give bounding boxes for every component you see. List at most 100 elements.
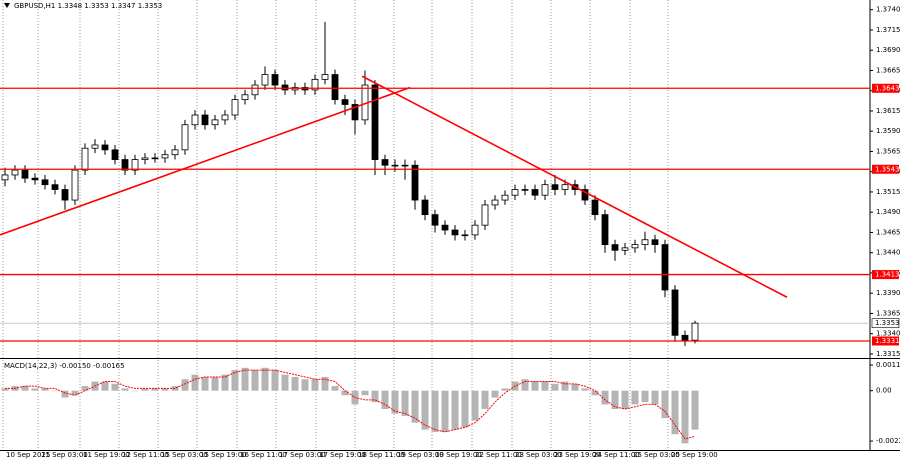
candle-body bbox=[341, 99, 349, 105]
candle-body bbox=[521, 189, 529, 191]
macd-bar bbox=[611, 390, 619, 410]
macd-bar bbox=[261, 367, 269, 391]
y-tick-label: 1.3315 bbox=[876, 350, 900, 358]
macd-bar bbox=[601, 390, 609, 405]
candle-body bbox=[621, 247, 629, 251]
macd-bar bbox=[111, 383, 119, 391]
candle-body bbox=[141, 157, 149, 160]
candle-body bbox=[611, 244, 619, 251]
macd-bar bbox=[211, 376, 219, 391]
last-price-label: 1.3353 bbox=[875, 319, 900, 327]
x-tick-label: 23 Sep 19:00 bbox=[554, 451, 601, 459]
candle-body bbox=[481, 204, 489, 226]
candle-body bbox=[491, 199, 499, 206]
y-tick-label: 1.3665 bbox=[876, 66, 900, 74]
candle-body bbox=[131, 159, 139, 171]
last-price-label-bg bbox=[871, 318, 900, 328]
candle-body bbox=[401, 164, 409, 167]
candle-body bbox=[471, 224, 479, 236]
macd-bar bbox=[471, 390, 479, 421]
candle-body bbox=[511, 189, 519, 196]
candle-body bbox=[351, 104, 359, 121]
y-tick-label: 1.3690 bbox=[876, 46, 900, 54]
x-tick-label: 11 Sep 03:00 bbox=[41, 451, 88, 459]
candle-body bbox=[101, 144, 109, 151]
x-tick-label: 22 Sep 11:00 bbox=[475, 451, 522, 459]
macd-bar bbox=[291, 376, 299, 391]
macd-bar bbox=[131, 390, 139, 392]
macd-bar bbox=[181, 379, 189, 391]
x-tick-label: 18 Sep 11:00 bbox=[358, 451, 405, 459]
candle-body bbox=[91, 144, 99, 149]
level-label-bg bbox=[872, 164, 899, 174]
macd-bar bbox=[531, 381, 539, 391]
candle-body bbox=[601, 214, 609, 246]
macd-bar bbox=[481, 390, 489, 410]
x-tick-label: 17 Sep 03:00 bbox=[279, 451, 326, 459]
candle-body bbox=[171, 149, 179, 156]
x-tick-label: 15 Sep 19:00 bbox=[200, 451, 247, 459]
candle-body bbox=[261, 74, 269, 86]
candle-body bbox=[71, 169, 79, 201]
y-tick-label: 1.3565 bbox=[876, 147, 900, 155]
macd-bar bbox=[81, 386, 89, 391]
y-tick-label: 1.3715 bbox=[876, 26, 900, 34]
macd-bar bbox=[451, 390, 459, 430]
signal-line bbox=[5, 369, 696, 440]
level-label: 1.3331 bbox=[875, 337, 900, 345]
y-tick-label: 1.3465 bbox=[876, 228, 900, 236]
macd-bar bbox=[241, 367, 249, 391]
x-tick-label: 12 Sep 11:00 bbox=[122, 451, 169, 459]
y-tick-label: 1.3365 bbox=[876, 309, 900, 317]
x-tick-label: 19 Sep 19:00 bbox=[435, 451, 482, 459]
macd-bar bbox=[431, 390, 439, 432]
candle-body bbox=[631, 244, 639, 249]
y-tick-label: 1.3740 bbox=[876, 6, 900, 14]
macd-bar bbox=[61, 390, 69, 398]
candle-body bbox=[241, 94, 249, 101]
macd-bar bbox=[591, 390, 599, 396]
y-tick-label: 1.3340 bbox=[876, 330, 900, 338]
macd-bar bbox=[151, 388, 159, 391]
macd-bar bbox=[381, 390, 389, 410]
x-tick-label: 25 Sep 03:00 bbox=[633, 451, 680, 459]
macd-bar bbox=[271, 370, 279, 391]
macd-bar bbox=[461, 390, 469, 428]
candle-body bbox=[191, 114, 199, 126]
candle-body bbox=[151, 157, 159, 160]
candle-body bbox=[11, 169, 19, 176]
candle-body bbox=[501, 194, 509, 201]
y-tick-label: 0.00112 bbox=[876, 361, 900, 369]
x-tick-label: 19 Sep 03:00 bbox=[397, 451, 444, 459]
candle-body bbox=[61, 189, 69, 201]
candle-body bbox=[641, 239, 649, 246]
candle-body bbox=[561, 184, 569, 190]
macd-bar bbox=[1, 388, 9, 391]
macd-bar bbox=[191, 374, 199, 391]
chart-title: GBPUSD,H1 1.3348 1.3353 1.3347 1.3353 bbox=[14, 2, 162, 10]
macd-bar bbox=[281, 374, 289, 391]
trend-line bbox=[0, 86, 411, 236]
y-tick-label: 1.3515 bbox=[876, 188, 900, 196]
candle-body bbox=[441, 224, 449, 231]
candle-body bbox=[311, 78, 319, 91]
candle-body bbox=[161, 154, 169, 159]
candle-body bbox=[581, 189, 589, 201]
candle-body bbox=[31, 177, 39, 181]
candle-body bbox=[251, 84, 259, 96]
macd-bar bbox=[681, 390, 689, 444]
y-tick-label: 0.00 bbox=[876, 387, 892, 395]
candle-body bbox=[281, 84, 289, 91]
candle-body bbox=[391, 164, 399, 167]
macd-bar bbox=[201, 376, 209, 391]
y-tick-label: 1.3490 bbox=[876, 208, 900, 216]
macd-bar bbox=[631, 390, 639, 405]
macd-bar bbox=[121, 388, 129, 391]
x-tick-label: 10 Sep 2025 bbox=[6, 451, 50, 459]
macd-bar bbox=[21, 386, 29, 391]
macd-bar bbox=[161, 388, 169, 391]
x-tick-label: 17 Sep 19:00 bbox=[319, 451, 366, 459]
x-tick-label: 16 Sep 11:00 bbox=[240, 451, 287, 459]
candle-body bbox=[451, 229, 459, 236]
